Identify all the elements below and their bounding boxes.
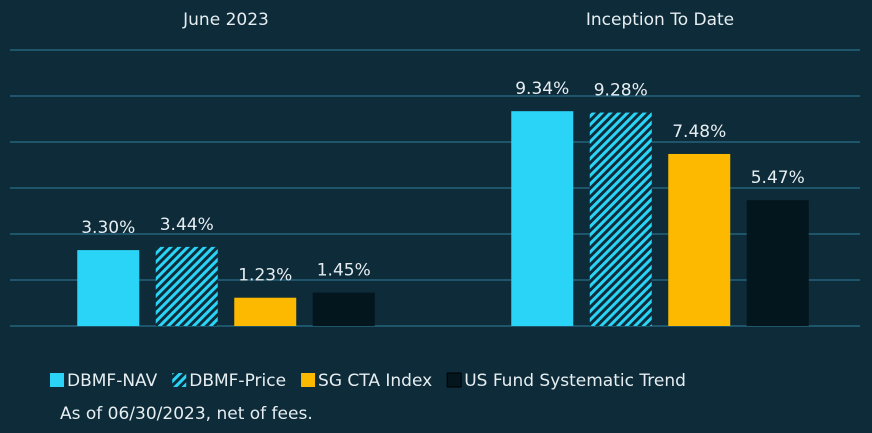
value-label: 5.47% <box>751 168 805 188</box>
value-label: 1.45% <box>317 261 371 281</box>
legend-label: SG CTA Index <box>318 371 432 391</box>
category-label: Inception To Date <box>586 10 734 30</box>
legend-swatch <box>50 373 64 387</box>
value-label: 9.34% <box>515 79 569 99</box>
bar <box>155 246 218 326</box>
footnote: As of 06/30/2023, net of fees. <box>60 404 313 424</box>
bar <box>511 111 574 327</box>
legend-label: US Fund Systematic Trend <box>464 371 686 391</box>
category-label: June 2023 <box>182 10 269 30</box>
legend-swatch <box>172 373 187 387</box>
bar <box>312 292 375 326</box>
legend-swatch <box>301 373 316 387</box>
value-label: 9.28% <box>594 81 648 101</box>
bar <box>668 153 731 326</box>
value-label: 7.48% <box>672 122 726 142</box>
legend-label: DBMF-NAV <box>67 371 158 391</box>
legend-swatch <box>446 372 462 388</box>
bar <box>589 112 652 326</box>
bar <box>746 200 809 326</box>
legend-label: DBMF-Price <box>189 371 286 391</box>
value-label: 3.44% <box>160 215 214 235</box>
value-label: 1.23% <box>238 266 292 286</box>
bar <box>234 297 297 326</box>
value-label: 3.30% <box>81 218 135 238</box>
bar <box>77 250 140 326</box>
